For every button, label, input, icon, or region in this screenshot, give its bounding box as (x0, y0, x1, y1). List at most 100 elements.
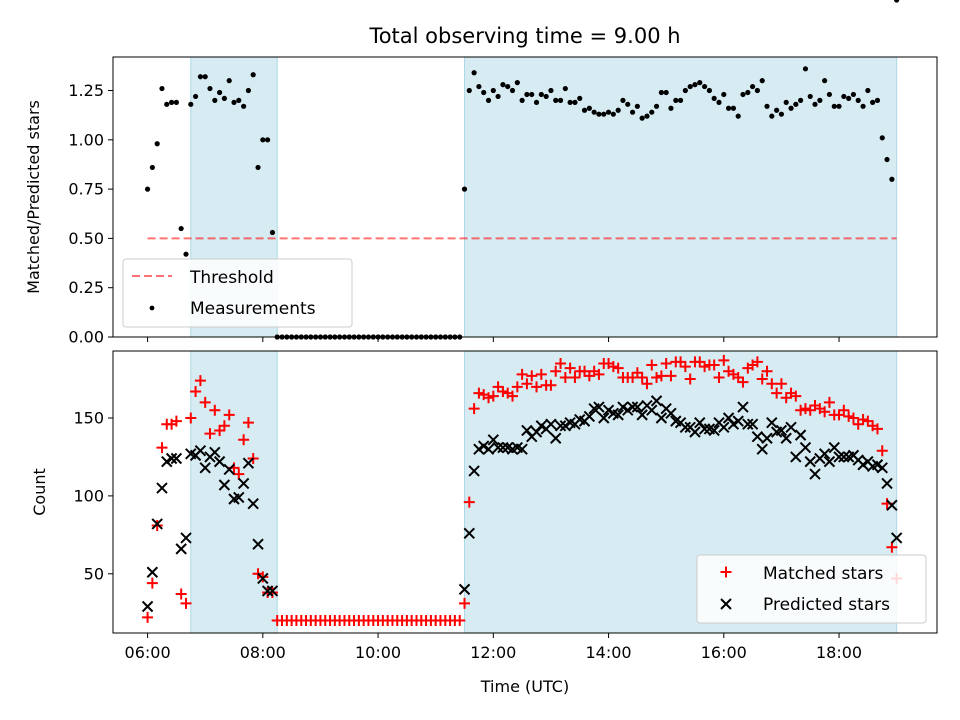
predicted-star-point (818, 448, 831, 460)
predicted-star-point (209, 446, 221, 458)
predicted-star-point (237, 477, 250, 490)
measurement-point (889, 176, 895, 182)
top-legend-box (122, 258, 353, 328)
matched-star-point (775, 378, 787, 390)
measurement-point (663, 89, 669, 96)
measurement-point (831, 103, 837, 109)
matched-star-point (545, 379, 557, 391)
measurement-point (562, 85, 568, 92)
measurement-point (735, 113, 741, 119)
matched-star-point (463, 496, 475, 508)
measurement-point (644, 113, 650, 119)
bottom-xtick-label: 08:00 (240, 643, 286, 662)
x-axis-label: Time (UTC) (480, 677, 569, 696)
bottom-legend-box (696, 554, 927, 624)
measurement-point (250, 72, 256, 78)
matched-star-point (583, 370, 595, 382)
matched-star-point (531, 381, 543, 393)
matched-star-point (579, 365, 591, 377)
threshold-legend-label: Threshold (189, 268, 274, 288)
matched-star-point (675, 356, 687, 368)
bottom-xtick-label: 12:00 (470, 643, 516, 662)
matched-star-point (142, 611, 154, 623)
top-x-ticks (147, 337, 840, 342)
measurement-point (855, 97, 861, 103)
predicted-star-point (761, 432, 773, 444)
matched-star-point (238, 434, 250, 446)
predicted-star-point (218, 479, 231, 491)
matched-star-point (761, 365, 773, 377)
measurement-point (750, 83, 756, 90)
measurement-point (874, 97, 881, 103)
predicted-star-point (698, 423, 711, 435)
predicted-star-point (890, 532, 903, 544)
top-ytick-label: 0.50 (68, 229, 104, 248)
predicted-star-point (598, 412, 610, 424)
predicted-star-point (689, 426, 701, 438)
measurement-point (529, 91, 535, 98)
predicted-legend-glyph (720, 598, 732, 610)
predicted-star-point (463, 527, 475, 539)
matched-star-point (487, 390, 499, 402)
matched-star-point (555, 357, 567, 369)
predicted-star-point (732, 415, 744, 427)
measurement-point (807, 93, 813, 100)
top-ytick-label: 0.00 (68, 328, 104, 347)
matched-star-point (511, 381, 523, 393)
matched-star-point (194, 375, 206, 387)
predicted-star-point (233, 491, 245, 504)
measurement-point (754, 87, 760, 94)
measurement-point (774, 107, 780, 113)
measurement-point (639, 115, 645, 121)
measurement-point (538, 91, 544, 98)
predicted-star-point (141, 600, 154, 613)
measurement-point (476, 83, 482, 90)
measurement-point (221, 95, 227, 102)
measurement-point (514, 80, 520, 86)
predicted-star-point (156, 482, 168, 494)
measurement-point (702, 83, 708, 90)
predicted-star-point (823, 455, 836, 468)
predicted-star-point (751, 430, 764, 443)
top-ytick-label: 0.25 (68, 278, 104, 297)
measurement-point (793, 101, 799, 107)
measurement-point (692, 82, 698, 88)
measurements-legend-label: Measurements (190, 299, 316, 319)
predicted-star-point (766, 416, 778, 429)
measurement-point (173, 99, 179, 105)
measurement-point (620, 97, 626, 103)
measurement-point (798, 97, 804, 103)
matched-star-point (497, 386, 509, 398)
matched-star-point (483, 392, 495, 404)
measurement-point (615, 107, 621, 113)
measurement-point (192, 93, 199, 100)
measurement-point (826, 91, 833, 98)
measurement-point (471, 70, 477, 76)
measurement-point (697, 80, 703, 86)
bottom-xtick-label: 10:00 (355, 643, 401, 662)
measurement-point (860, 103, 866, 109)
bottom-panel: 50 100 150 06:00 08:00 10:00 12:00 14:00 16:00 1… (30, 350, 938, 696)
measurement-point (202, 74, 208, 80)
matched-legend-label: Matched stars (763, 564, 883, 584)
top-legend: Threshold Measurements (122, 258, 353, 328)
matched-star-point (526, 370, 538, 382)
measurement-point (817, 97, 823, 103)
bottom-y-axis-label: Count (30, 468, 49, 516)
measurement-point (485, 97, 492, 103)
predicted-star-point (838, 451, 850, 463)
measurement-point (260, 137, 266, 143)
top-y-axis-label: Matched/Predicted stars (24, 100, 43, 294)
predicted-legend-marker (720, 598, 732, 610)
measurement-point (524, 91, 530, 98)
matched-star-point (718, 354, 730, 366)
measurement-point (207, 85, 213, 92)
measurement-point (159, 85, 165, 92)
measurement-point (812, 101, 818, 107)
matched-star-point (593, 368, 605, 380)
measurement-point (553, 97, 559, 103)
matched-star-point (242, 417, 254, 429)
matched-star-point (170, 415, 182, 427)
measurement-point (788, 105, 794, 111)
bottom-xtick-label: 18:00 (816, 643, 862, 662)
